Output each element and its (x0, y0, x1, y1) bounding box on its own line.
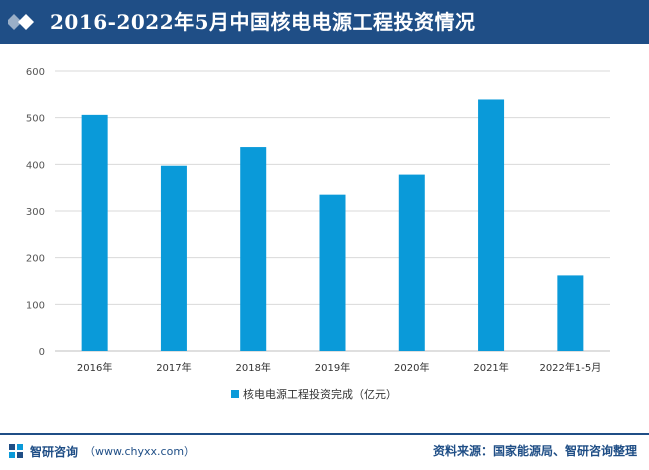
x-tick-label: 2021年 (473, 361, 508, 374)
y-tick-label: 600 (26, 67, 45, 78)
title-bar: 2016-2022年5月中国核电电源工程投资情况 (0, 0, 649, 44)
page-title: 2016-2022年5月中国核电电源工程投资情况 (50, 10, 476, 34)
bar (160, 165, 187, 351)
bar-chart: 0 100 200 300 400 500 600 2016年 2017年 2018年 2019年 2… (26, 67, 610, 374)
x-tick-label: 2018年 (235, 361, 270, 374)
bar (240, 147, 267, 351)
legend-label: 核电电源工程投资完成（亿元） (243, 388, 397, 401)
bar (81, 114, 108, 351)
bar (319, 194, 346, 351)
bar (398, 174, 425, 351)
x-tick-label: 2016年 (77, 361, 112, 374)
x-tick-label: 2022年1-5月 (539, 361, 601, 374)
footer-brand-block: 智研咨询 （www.chyxx.com） (8, 441, 195, 461)
y-tick-label: 0 (39, 347, 45, 358)
legend-swatch (231, 390, 239, 398)
bar (478, 99, 505, 351)
legend: 核电电源工程投资完成（亿元） (231, 386, 397, 402)
footer-divider (0, 433, 649, 435)
bar (557, 275, 584, 351)
diamond-icon (8, 14, 34, 30)
y-tick-label: 100 (26, 300, 45, 311)
y-tick-label: 200 (26, 254, 45, 265)
y-tick-label: 400 (26, 160, 45, 171)
footer-source: 资料来源：国家能源局、智研咨询整理 (432, 444, 637, 458)
x-tick-label: 2019年 (315, 361, 350, 374)
chart-area: 0 100 200 300 400 500 600 2016年 2017年 2018年 2019年 2… (0, 44, 649, 434)
zhiyan-logo-icon (9, 444, 23, 458)
footer-url: （www.chyxx.com） (84, 445, 196, 458)
footer-brand: 智研咨询 (30, 444, 79, 459)
y-tick-label: 500 (26, 114, 45, 125)
x-tick-label: 2017年 (156, 361, 191, 374)
x-tick-label: 2020年 (394, 361, 429, 374)
y-tick-label: 300 (26, 207, 45, 218)
